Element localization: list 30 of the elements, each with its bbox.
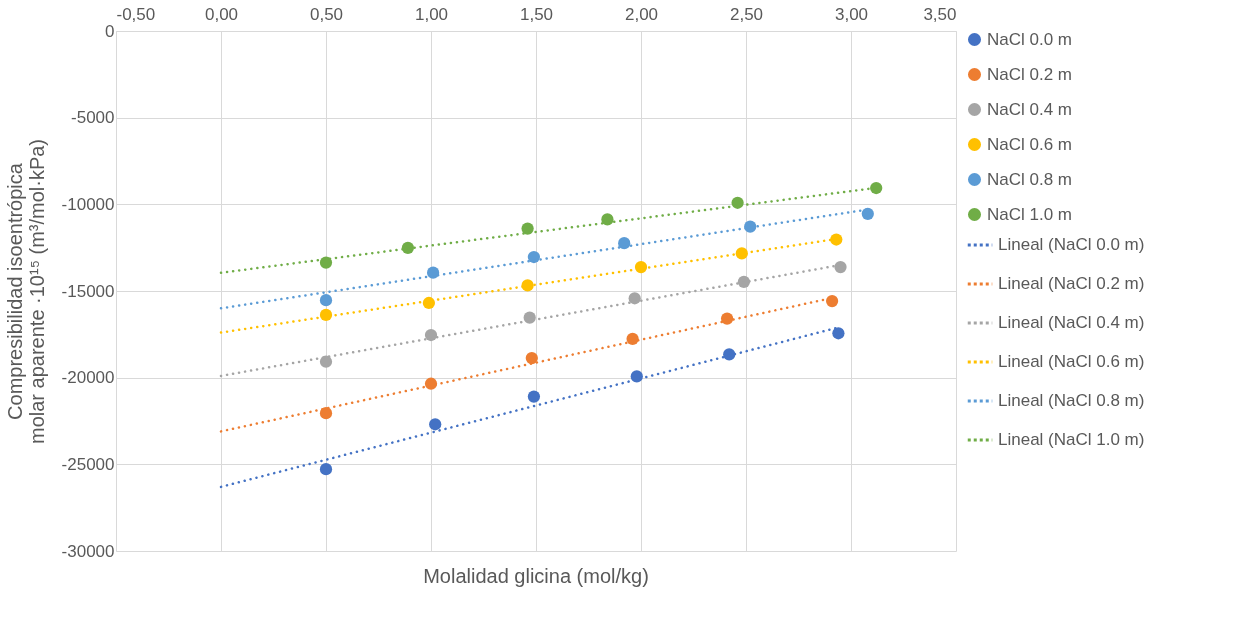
x-tick-label: 0,00 (204, 4, 239, 24)
x-tick-label: 1,50 (519, 4, 554, 24)
legend-label: Lineal (NaCl 0.0 m) (998, 235, 1145, 254)
legend-label: Lineal (NaCl 1.0 m) (998, 430, 1145, 449)
x-tick-label: 0,50 (309, 4, 344, 24)
x-axis-title: Molalidad glicina (mol/kg) (423, 565, 649, 587)
legend-label: Lineal (NaCl 0.4 m) (998, 313, 1145, 332)
y-tick-label: -10000 (61, 194, 115, 214)
legend-label: Lineal (NaCl 0.8 m) (998, 391, 1145, 410)
y-axis-title: Compresibilidad isoentrópica molar aparente ·10¹⁵ (m³/mol·kPa) (3, 138, 48, 445)
x-tick-label: -0,50 (116, 4, 156, 24)
y-tick-label: -5000 (71, 108, 115, 128)
legend-label: NaCl 0.0 m (987, 29, 1073, 49)
x-tick-label: 1,00 (414, 4, 449, 24)
x-tick-label: 3,00 (834, 4, 869, 24)
x-tick-label: 2,50 (729, 4, 764, 24)
y-tick-label: -20000 (61, 368, 115, 388)
y-tick-label: -15000 (61, 281, 115, 301)
x-tick-label: 2,00 (624, 4, 659, 24)
legend-label: NaCl 0.6 m (987, 134, 1073, 154)
legend-label: NaCl 0.8 m (987, 169, 1073, 189)
legend-label: Lineal (NaCl 0.2 m) (998, 274, 1145, 293)
y-tick-label: -25000 (61, 454, 115, 474)
legend-label: Lineal (NaCl 0.6 m) (998, 352, 1145, 371)
x-tick-label: 3,50 (923, 4, 957, 24)
legend-label: NaCl 1.0 m (987, 204, 1073, 224)
y-tick-label: 0 (105, 21, 115, 41)
y-tick-label: -30000 (61, 541, 115, 561)
legend-label: NaCl 0.2 m (987, 64, 1073, 84)
legend-label: NaCl 0.4 m (987, 99, 1073, 119)
